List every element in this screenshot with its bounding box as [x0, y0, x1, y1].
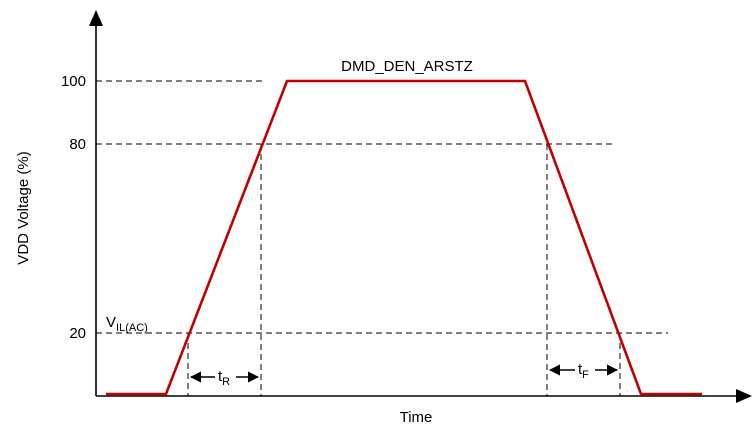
x-axis-arrow-icon — [736, 389, 752, 403]
y-axis-arrow-icon — [89, 10, 103, 26]
rise-time-label: tR — [218, 368, 230, 388]
y-tick-100: 100 — [61, 73, 86, 90]
vil-label: VIL(AC) — [106, 314, 148, 334]
x-axis-label: Time — [400, 409, 433, 426]
fall-time-label: tF — [578, 361, 589, 381]
y-tick-20: 20 — [69, 325, 86, 342]
y-axis-label: VDD Voltage (%) — [15, 151, 32, 264]
y-tick-80: 80 — [69, 136, 86, 153]
signal-label: DMD_DEN_ARSTZ — [341, 58, 473, 75]
signal-waveform — [106, 79, 702, 396]
